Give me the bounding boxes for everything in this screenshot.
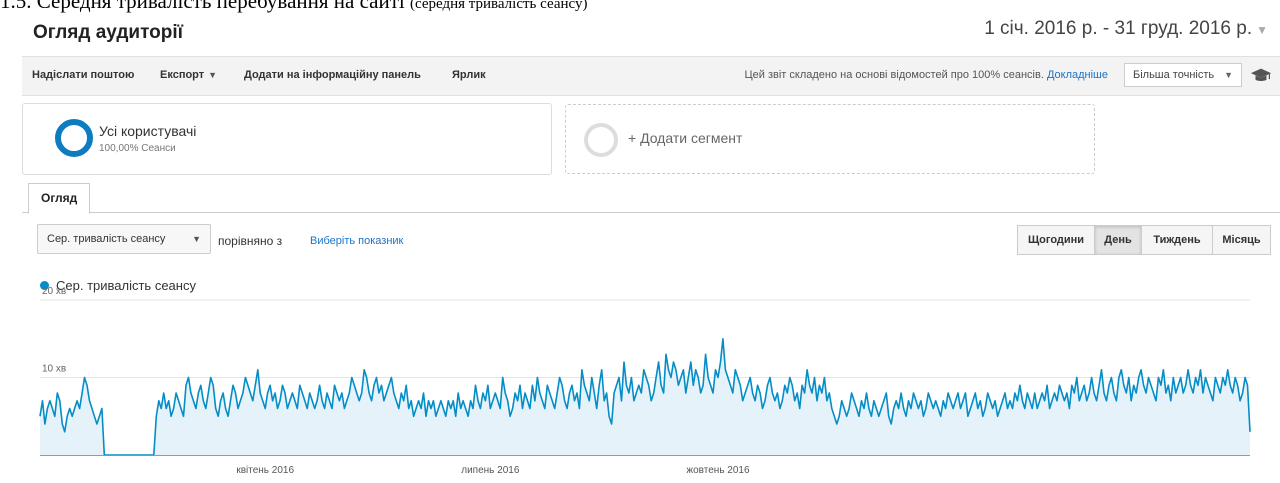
report-toolbar: Надіслати поштою Експорт ▼ Додати на інфо…	[22, 56, 1280, 96]
segment-share: 100,00% Сеанси	[99, 143, 176, 154]
add-to-dashboard-button[interactable]: Додати на інформаційну панель	[244, 69, 421, 81]
granularity-month-button[interactable]: Місяць	[1212, 225, 1271, 255]
add-segment-label: + Додати сегмент	[628, 130, 743, 146]
series-area	[40, 338, 1250, 455]
tab-overview[interactable]: Огляд	[28, 183, 91, 214]
precision-label: Більша точність	[1133, 69, 1215, 81]
shortcut-button[interactable]: Ярлик	[452, 69, 486, 81]
page-title: Огляд аудиторії	[33, 22, 184, 43]
compare-with-label: порівняно з	[218, 234, 283, 248]
send-email-button[interactable]: Надіслати поштою	[32, 69, 135, 81]
x-tick-label: квітень 2016	[236, 465, 294, 476]
graduation-cap-icon[interactable]	[1250, 64, 1272, 86]
chevron-down-icon: ▼	[1224, 70, 1233, 80]
chevron-down-icon: ▼	[208, 70, 218, 80]
document-heading: 1.5. Середня тривалість перебування на с…	[0, 0, 587, 14]
segment-name: Усі користувачі	[99, 123, 197, 139]
y-tick-label: 10 хв	[42, 364, 66, 375]
sampling-note-text: Цей звіт складено на основі відомостей п…	[744, 69, 1044, 81]
granularity-hourly-button[interactable]: Щогодини	[1017, 225, 1095, 255]
chevron-down-icon: ▼	[192, 234, 201, 244]
x-tick-label: жовтень 2016	[686, 465, 750, 476]
segment-ring-icon	[55, 119, 93, 157]
metric-dropdown[interactable]: Сер. тривалість сеансу ▼	[37, 224, 211, 254]
learn-more-link[interactable]: Докладніше	[1046, 69, 1108, 81]
y-tick-label: 20 хв	[42, 286, 66, 297]
sampling-note: Цей звіт складено на основі відомостей п…	[745, 69, 1108, 81]
granularity-day-button[interactable]: День	[1094, 225, 1142, 255]
legend-label: Сер. тривалість сеансу	[56, 278, 196, 293]
date-range-label: 1 січ. 2016 р. - 31 груд. 2016 р.	[984, 18, 1253, 39]
segment-all-users[interactable]: Усі користувачі 100,00% Сеанси	[22, 103, 552, 175]
export-label: Експорт	[160, 69, 205, 81]
legend-marker	[40, 281, 49, 290]
export-menu[interactable]: Експорт ▼	[160, 69, 217, 81]
series-line	[39, 337, 1251, 456]
x-tick-label: липень 2016	[461, 465, 520, 476]
add-segment-ring-icon	[584, 123, 618, 157]
precision-dropdown[interactable]: Більша точність ▼	[1124, 63, 1242, 87]
date-range-picker[interactable]: 1 січ. 2016 р. - 31 груд. 2016 р. ▼	[984, 18, 1268, 40]
metric-label: Сер. тривалість сеансу	[47, 233, 166, 245]
choose-metric-link[interactable]: Виберіть показник	[310, 235, 404, 247]
document-heading-note: (середня тривалість сеансу)	[409, 0, 588, 12]
document-heading-main: 1.5. Середня тривалість перебування на с…	[0, 0, 405, 13]
chevron-down-icon: ▼	[1256, 23, 1268, 37]
granularity-week-button[interactable]: Тиждень	[1141, 225, 1213, 255]
add-segment-card[interactable]: + Додати сегмент	[565, 104, 1095, 174]
tab-bar: Огляд	[22, 180, 1280, 214]
